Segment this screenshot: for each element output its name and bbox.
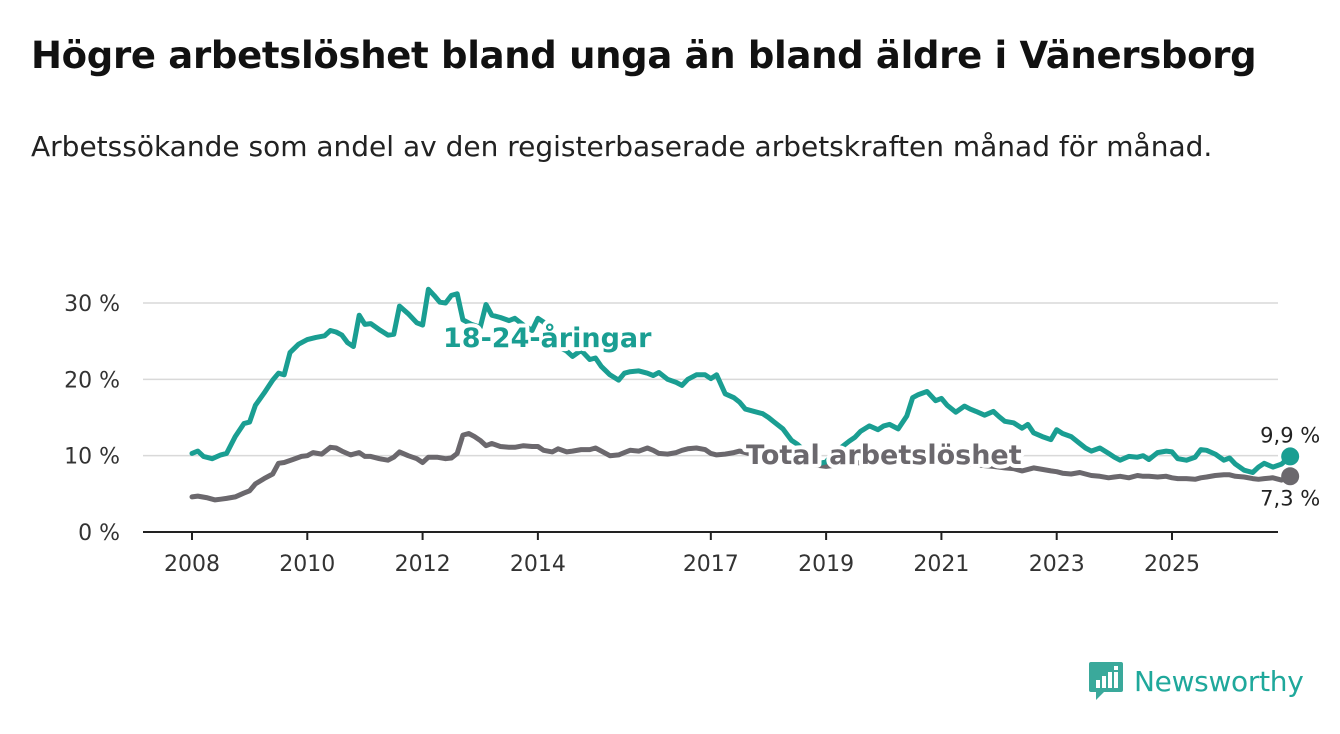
y-tick-label: 10 % bbox=[64, 445, 120, 470]
x-tick-label: 2012 bbox=[395, 552, 451, 577]
x-tick-label: 2019 bbox=[798, 552, 854, 577]
x-tick-label: 2010 bbox=[279, 552, 335, 577]
series-label-18-24-halo: 18-24-åringar bbox=[443, 322, 652, 354]
x-tick-label: 2025 bbox=[1144, 552, 1200, 577]
series-line-18-24 bbox=[189, 286, 1293, 475]
end-value-total: 7,3 % bbox=[1260, 486, 1320, 510]
x-tick-label: 2021 bbox=[913, 552, 969, 577]
newsworthy-logo-text: Newsworthy bbox=[1134, 664, 1304, 698]
end-point-18-24 bbox=[1281, 447, 1300, 466]
series-line-total bbox=[189, 431, 1293, 503]
x-tick-label: 2023 bbox=[1029, 552, 1085, 577]
series-label-18-24: 18-24-åringar bbox=[443, 322, 652, 354]
chart-title: Högre arbetslöshet bland unga än bland ä… bbox=[31, 34, 1257, 77]
newsworthy-logo-icon bbox=[1089, 662, 1123, 700]
x-tick-label: 2014 bbox=[510, 552, 566, 577]
y-tick-label: 30 % bbox=[64, 292, 120, 317]
series-lines bbox=[189, 286, 1300, 503]
end-point-total bbox=[1281, 467, 1300, 486]
chart-subtitle: Arbetssökande som andel av den registerb… bbox=[31, 130, 1213, 163]
y-axis: 0 % 10 % 20 % 30 % bbox=[64, 292, 120, 546]
y-tick-label: 0 % bbox=[78, 521, 120, 546]
newsworthy-logo: Newsworthy bbox=[1088, 660, 1304, 702]
x-tick-label: 2017 bbox=[683, 552, 739, 577]
series-label-total: Total arbetslöshet bbox=[746, 440, 1022, 471]
x-tick-label: 2008 bbox=[164, 552, 220, 577]
y-tick-label: 20 % bbox=[64, 368, 120, 393]
series-label-total-halo: Total arbetslöshet bbox=[746, 440, 1022, 471]
end-value-18-24: 9,9 % bbox=[1260, 423, 1320, 447]
x-axis: 2008 2010 2012 2014 2017 2019 2021 2023 2025 bbox=[143, 531, 1278, 577]
